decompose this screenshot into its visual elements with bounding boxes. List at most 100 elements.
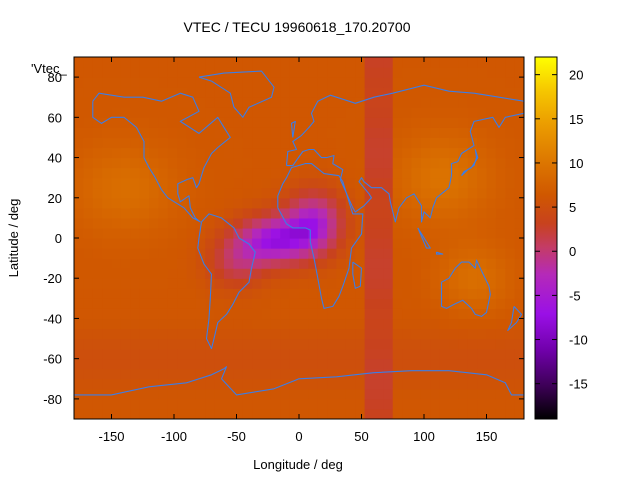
heatmap-cell bbox=[233, 298, 244, 309]
heatmap-cell bbox=[495, 308, 506, 320]
heatmap-cell bbox=[158, 197, 169, 209]
heatmap-cell bbox=[242, 97, 253, 108]
heatmap-cell bbox=[467, 77, 478, 88]
heatmap-cell bbox=[205, 268, 216, 279]
heatmap-cell bbox=[177, 298, 188, 309]
heatmap-cell bbox=[158, 288, 169, 299]
heatmap-cell bbox=[420, 157, 431, 169]
heatmap-cell bbox=[458, 117, 469, 128]
heatmap-cell bbox=[120, 147, 131, 159]
heatmap-cell bbox=[327, 67, 338, 78]
heatmap-cell bbox=[205, 338, 216, 350]
heatmap-cell bbox=[120, 348, 131, 360]
colorbar bbox=[534, 56, 558, 420]
heatmap-cell bbox=[299, 217, 309, 229]
heatmap-cell bbox=[392, 127, 403, 139]
heatmap-cell bbox=[467, 187, 478, 199]
heatmap-cell bbox=[467, 157, 478, 169]
heatmap-cell bbox=[402, 278, 413, 289]
heatmap-cell bbox=[195, 288, 206, 299]
heatmap-cell bbox=[74, 258, 84, 269]
x-tick-label: -100 bbox=[161, 429, 187, 444]
heatmap-cell bbox=[167, 167, 178, 179]
heatmap-cell bbox=[345, 368, 356, 380]
heatmap-cell bbox=[261, 358, 272, 370]
heatmap-cell bbox=[270, 227, 281, 239]
heatmap-cell bbox=[299, 298, 309, 309]
heatmap-cell bbox=[83, 157, 94, 169]
heatmap-cell bbox=[402, 217, 413, 229]
heatmap-cell bbox=[195, 197, 206, 209]
heatmap-cell bbox=[420, 288, 431, 299]
heatmap-cell bbox=[270, 157, 281, 169]
heatmap-cell bbox=[74, 107, 84, 118]
heatmap-cell bbox=[308, 77, 319, 88]
heatmap-cell bbox=[130, 157, 141, 169]
heatmap-cell bbox=[383, 97, 394, 108]
heatmap-cell bbox=[495, 77, 506, 88]
heatmap-cell bbox=[111, 378, 122, 390]
heatmap-cell bbox=[177, 107, 188, 118]
heatmap-cell bbox=[345, 107, 356, 118]
heatmap-cell bbox=[205, 97, 216, 108]
heatmap-cell bbox=[242, 308, 253, 320]
heatmap-cell bbox=[177, 358, 188, 370]
heatmap-cell bbox=[74, 117, 84, 128]
heatmap-cell bbox=[383, 248, 394, 259]
heatmap-cell bbox=[458, 77, 469, 88]
heatmap-cell bbox=[420, 408, 431, 419]
heatmap-cell bbox=[186, 238, 197, 249]
heatmap-cell bbox=[289, 137, 300, 149]
heatmap-cell bbox=[505, 278, 516, 289]
heatmap-cell bbox=[411, 258, 422, 269]
heatmap-cell bbox=[477, 408, 488, 419]
heatmap-cell bbox=[392, 308, 403, 320]
heatmap-cell bbox=[195, 97, 206, 108]
heatmap-cell bbox=[355, 408, 366, 419]
heatmap-cell bbox=[430, 328, 441, 340]
heatmap-cell bbox=[505, 268, 516, 279]
heatmap-cell bbox=[205, 398, 216, 410]
heatmap-cell bbox=[374, 127, 384, 139]
heatmap-cell bbox=[139, 258, 150, 269]
heatmap-cell bbox=[111, 227, 122, 239]
heatmap-cell bbox=[139, 348, 150, 360]
heatmap-cell bbox=[364, 57, 375, 68]
heatmap-cell bbox=[345, 67, 356, 78]
heatmap-cell bbox=[308, 97, 319, 108]
heatmap-cell bbox=[505, 378, 516, 390]
heatmap-cell bbox=[439, 398, 450, 410]
heatmap-cell bbox=[111, 147, 122, 159]
heatmap-cell bbox=[289, 308, 300, 320]
heatmap-cell bbox=[167, 358, 178, 370]
heatmap-cell bbox=[224, 187, 234, 199]
heatmap-cell bbox=[477, 87, 488, 98]
heatmap-cell bbox=[402, 177, 413, 189]
heatmap-cell bbox=[167, 268, 178, 279]
heatmap-cell bbox=[308, 167, 319, 179]
heatmap-cell bbox=[355, 398, 366, 410]
heatmap-cell bbox=[261, 398, 272, 410]
heatmap-cell bbox=[299, 187, 309, 199]
heatmap-cell bbox=[92, 358, 103, 370]
heatmap-cell bbox=[345, 238, 356, 249]
heatmap-cell bbox=[317, 157, 328, 169]
heatmap-cell bbox=[355, 107, 366, 118]
heatmap-cell bbox=[514, 358, 524, 370]
heatmap-cell bbox=[495, 298, 506, 309]
heatmap-cell bbox=[364, 338, 375, 350]
heatmap-cell bbox=[355, 147, 366, 159]
heatmap-cell bbox=[505, 227, 516, 239]
heatmap-cell bbox=[505, 328, 516, 340]
heatmap-cell bbox=[214, 398, 225, 410]
heatmap-cell bbox=[317, 308, 328, 320]
heatmap-cell bbox=[392, 408, 403, 419]
heatmap-cell bbox=[317, 258, 328, 269]
heatmap-cell bbox=[430, 348, 441, 360]
heatmap-cell bbox=[158, 248, 169, 259]
heatmap-cell bbox=[205, 107, 216, 118]
heatmap-cell bbox=[327, 398, 338, 410]
heatmap-cell bbox=[102, 137, 113, 149]
heatmap-cell bbox=[477, 358, 488, 370]
